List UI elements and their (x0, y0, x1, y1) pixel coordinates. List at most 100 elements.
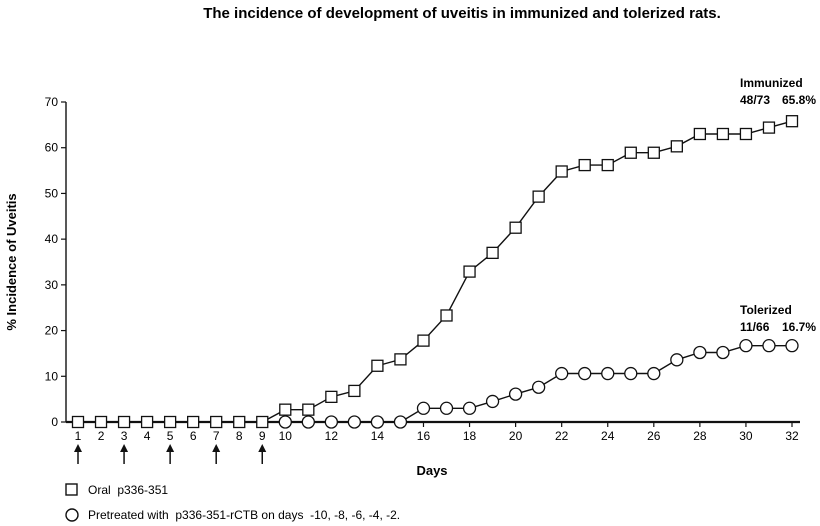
point-square-day-14 (371, 359, 384, 372)
annotation-tolerized-fraction: 11/66 (740, 320, 770, 334)
point-circle-day-10 (278, 415, 292, 429)
y-tick-label-30: 30 (45, 278, 59, 292)
x-tick-label-3: 3 (121, 429, 128, 443)
point-square-day-28 (693, 127, 707, 141)
x-tick-label-16: 16 (417, 429, 431, 443)
point-square-day-24 (601, 158, 614, 172)
point-circle-day-31 (762, 339, 776, 353)
point-square-day-23 (578, 158, 591, 172)
point-circle-day-29 (716, 345, 730, 360)
point-square-day-29 (716, 127, 730, 141)
point-square-day-7 (210, 415, 223, 429)
immunization-arrows (74, 444, 267, 464)
point-circle-day-27 (670, 353, 684, 367)
point-circle-day-11 (301, 415, 315, 429)
point-square-day-19 (486, 246, 499, 260)
x-tick-label-20: 20 (509, 429, 523, 443)
x-tick-label-8: 8 (236, 429, 243, 443)
x-tick-label-26: 26 (647, 429, 661, 443)
point-square-day-31 (762, 121, 776, 134)
point-square-day-4 (140, 415, 154, 429)
point-square-day-16 (417, 334, 430, 347)
annotation-immunized-fraction: 48/73 (740, 93, 770, 107)
y-tick-label-10: 10 (45, 369, 59, 383)
x-tick-label-1: 1 (75, 429, 82, 443)
arrow-day-3 (120, 444, 129, 464)
point-circle-day-13 (347, 415, 362, 429)
arrow-day-7 (212, 444, 221, 464)
legend-circle-marker (65, 508, 79, 522)
y-tick-label-40: 40 (45, 232, 59, 246)
point-circle-day-24 (601, 366, 615, 381)
y-tick-label-70: 70 (45, 95, 59, 109)
point-square-day-8 (233, 415, 246, 429)
point-square-day-20 (509, 221, 522, 234)
legend-square-marker (65, 483, 78, 496)
point-circle-day-32 (785, 339, 799, 353)
point-circle-day-21 (531, 380, 546, 394)
x-tick-label-18: 18 (463, 429, 477, 443)
point-circle-day-26 (647, 366, 661, 381)
annotation-immunized-name: Immunized (740, 76, 803, 90)
x-tick-label-10: 10 (279, 429, 293, 443)
x-tick-label-2: 2 (98, 429, 105, 443)
point-square-day-5 (163, 415, 177, 429)
point-circle-day-16 (416, 401, 431, 415)
point-circle-day-23 (578, 366, 592, 381)
series-markers (71, 115, 799, 429)
point-square-day-21 (532, 190, 545, 203)
point-square-day-15 (394, 353, 407, 366)
x-tick-label-22: 22 (555, 429, 569, 443)
point-square-day-25 (624, 146, 637, 159)
point-circle-day-22 (555, 366, 569, 381)
series-line-square (78, 120, 793, 423)
point-square-day-12 (325, 390, 338, 404)
x-tick-label-5: 5 (167, 429, 174, 443)
point-square-day-10 (279, 403, 292, 416)
series-lines (78, 120, 793, 423)
point-square-day-26 (647, 146, 660, 159)
point-circle-day-19 (485, 394, 500, 409)
point-circle-day-25 (624, 366, 638, 381)
arrow-day-1 (74, 444, 82, 464)
point-square-day-6 (187, 415, 200, 429)
point-square-day-32 (785, 115, 799, 128)
x-tick-label-28: 28 (693, 429, 707, 443)
x-tick-label-6: 6 (190, 429, 197, 443)
y-tick-label-0: 0 (51, 415, 58, 429)
x-tick-label-32: 32 (785, 429, 799, 443)
x-tick-label-14: 14 (371, 429, 385, 443)
annotation-tolerized-percent: 16.7% (782, 320, 816, 334)
point-square-day-3 (117, 415, 131, 429)
x-tick-label-12: 12 (325, 429, 339, 443)
point-circle-day-14 (370, 415, 385, 429)
point-circle-day-12 (324, 415, 339, 429)
point-square-day-2 (94, 415, 108, 429)
point-circle-day-20 (508, 387, 523, 401)
point-square-day-13 (348, 384, 361, 398)
legend-label-oral: Oral p336-351 (88, 483, 168, 497)
point-square-day-1 (71, 415, 85, 429)
legend-label-pretreated: Pretreated with p336-351-rCTB on days -1… (88, 508, 400, 522)
x-tick-label-7: 7 (213, 429, 220, 443)
y-tick-label-20: 20 (45, 324, 59, 338)
x-tick-label-30: 30 (739, 429, 753, 443)
point-square-day-27 (670, 140, 683, 153)
point-square-day-22 (555, 165, 568, 178)
y-axis-label: % Incidence of Uveitis (4, 193, 19, 330)
x-tick-label-24: 24 (601, 429, 615, 443)
y-tick-label-50: 50 (45, 186, 59, 200)
point-circle-day-15 (393, 415, 408, 429)
annotation-tolerized-name: Tolerized (740, 303, 792, 317)
point-circle-day-30 (739, 339, 753, 353)
point-square-day-30 (739, 127, 753, 141)
x-tick-label-9: 9 (259, 429, 266, 443)
arrow-day-9 (258, 444, 267, 464)
point-circle-day-17 (439, 401, 454, 415)
x-axis-label: Days (416, 463, 447, 478)
annotation-immunized-percent: 65.8% (782, 93, 816, 107)
point-square-day-9 (256, 415, 269, 429)
chart-title: The incidence of development of uveitis … (203, 5, 721, 22)
